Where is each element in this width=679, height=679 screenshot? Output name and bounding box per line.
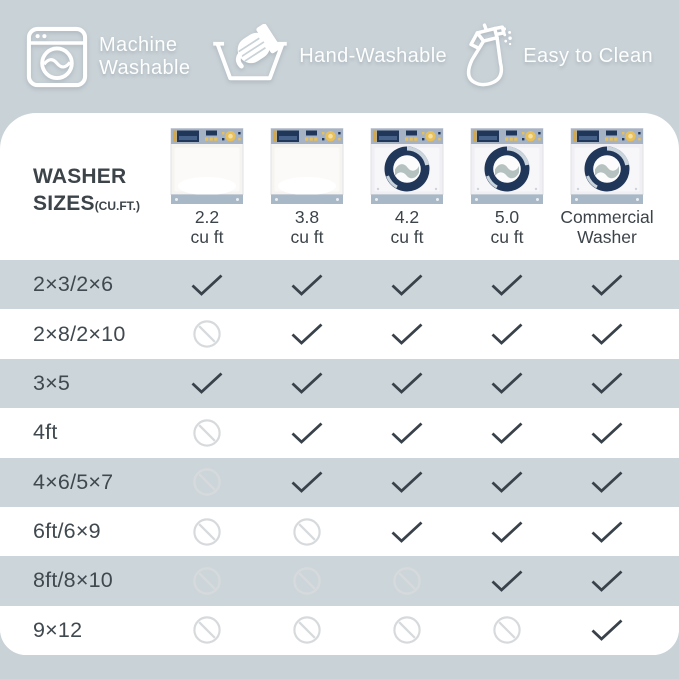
table-row-4ft: 4ft — [0, 408, 679, 458]
prohibited-icon — [457, 615, 557, 645]
washer-size-value: 4.2 — [394, 207, 420, 227]
check-icon — [457, 371, 557, 395]
washer-column-5-0-cu-ft: 5.0 cu ft — [457, 113, 557, 260]
rug-size-label: 4ft — [33, 420, 58, 445]
legend-label: Machine Washable — [99, 33, 191, 79]
rug-size-label: 8ft/8×10 — [33, 568, 113, 593]
prohibited-icon — [257, 566, 357, 596]
top-loader-washer-illustration — [270, 127, 344, 205]
washer-size-value: Commercial — [560, 207, 654, 227]
check-icon — [457, 322, 557, 346]
top-loader-washer-illustration — [170, 127, 244, 205]
front-loader-washer-illustration — [370, 127, 444, 205]
rug-size-label: 4×6/5×7 — [33, 469, 114, 494]
washer-size-value: 2.2 — [194, 207, 220, 227]
check-icon — [557, 273, 657, 297]
washer-size-label: 4.2 cu ft — [390, 207, 423, 247]
check-icon — [357, 322, 457, 346]
washer-size-unit: cu ft — [490, 227, 524, 248]
rug-size-label: 6ft/6×9 — [33, 519, 101, 544]
washer-column-4-2-cu-ft: 4.2 cu ft — [357, 113, 457, 260]
check-icon — [157, 273, 257, 297]
washer-column-3-8-cu-ft: 3.8 cu ft — [257, 113, 357, 260]
check-icon — [457, 569, 557, 593]
washer-size-value: 3.8 — [294, 207, 320, 227]
legend: Machine Washable Hand-Washable Easy to Cle… — [0, 0, 679, 113]
prohibited-icon — [157, 615, 257, 645]
check-icon — [557, 322, 657, 346]
check-icon — [357, 371, 457, 395]
check-icon — [557, 618, 657, 642]
washer-size-unit: cu ft — [190, 227, 224, 248]
check-icon — [557, 470, 657, 494]
front-loader-washer-illustration — [470, 127, 544, 205]
prohibited-icon — [157, 319, 257, 349]
check-icon — [357, 520, 457, 544]
prohibited-icon — [157, 566, 257, 596]
prohibited-icon — [157, 517, 257, 547]
spray-bottle-icon — [458, 22, 513, 92]
table-row-8ft-8-10: 8ft/8×10 — [0, 556, 679, 606]
prohibited-icon — [257, 615, 357, 645]
table-row-2-3-2-6: 2×3/2×6 — [0, 260, 679, 310]
legend-label: Hand-Washable — [299, 45, 448, 68]
legend-label: Easy to Clean — [523, 45, 653, 68]
check-icon — [457, 470, 557, 494]
legend-item-easy-to-clean: Easy to Clean — [458, 22, 653, 92]
check-icon — [257, 470, 357, 494]
check-icon — [257, 273, 357, 297]
washer-column-commercial-washer: Commercial Washer — [557, 113, 657, 260]
rug-size-label: 3×5 — [33, 370, 71, 395]
check-icon — [557, 421, 657, 445]
washer-size-label: 5.0 cu ft — [490, 207, 523, 247]
prohibited-icon — [357, 615, 457, 645]
check-icon — [457, 520, 557, 544]
check-icon — [257, 371, 357, 395]
table-row-6ft-6-9: 6ft/6×9 — [0, 506, 679, 557]
washer-size-label: Commercial Washer — [560, 207, 653, 247]
front-loader-washer-illustration — [570, 127, 644, 205]
table-title: WASHER SIZES(CU.FT.) — [0, 113, 157, 260]
prohibited-icon — [157, 418, 257, 448]
prohibited-icon — [257, 517, 357, 547]
table-title-line1: WASHER — [33, 165, 127, 188]
prohibited-icon — [157, 467, 257, 497]
table-title-unit: (CU.FT.) — [94, 199, 141, 214]
washer-size-unit: Washer — [577, 227, 637, 248]
table-rows: 2×3/2×6 2×8/2×10 3×5 4ft 4×6/5×7 6ft/6×9 8ft/8… — [0, 260, 679, 655]
check-icon — [557, 569, 657, 593]
check-icon — [357, 273, 457, 297]
table-row-4-6-5-7: 4×6/5×7 — [0, 457, 679, 507]
check-icon — [157, 371, 257, 395]
check-icon — [257, 421, 357, 445]
check-icon — [557, 520, 657, 544]
check-icon — [557, 371, 657, 395]
rug-size-label: 2×3/2×6 — [33, 272, 114, 297]
check-icon — [257, 322, 357, 346]
table-title-line2: SIZES — [33, 192, 95, 216]
rug-size-label: 9×12 — [33, 617, 83, 642]
legend-item-machine-washable: Machine Washable — [26, 26, 201, 88]
check-icon — [357, 470, 457, 494]
washer-size-value: 5.0 — [494, 207, 520, 227]
table-row-2-8-2-10: 2×8/2×10 — [0, 309, 679, 359]
comparison-table-card: WASHER SIZES(CU.FT.) 2.2 cu ft 3.8 cu ft 4.2… — [0, 113, 679, 655]
washer-size-unit: cu ft — [290, 227, 324, 248]
rug-size-label: 2×8/2×10 — [33, 321, 126, 346]
washer-column-2-2-cu-ft: 2.2 cu ft — [157, 113, 257, 260]
table-row-9-12: 9×12 — [0, 605, 679, 655]
washing-machine-icon — [26, 26, 88, 88]
table-header: WASHER SIZES(CU.FT.) 2.2 cu ft 3.8 cu ft 4.2… — [0, 113, 679, 260]
washer-size-unit: cu ft — [390, 227, 424, 248]
legend-item-hand-washable: Hand-Washable — [212, 23, 448, 90]
washer-size-label: 2.2 cu ft — [190, 207, 223, 247]
washer-size-label: 3.8 cu ft — [290, 207, 323, 247]
prohibited-icon — [357, 566, 457, 596]
hand-wash-icon — [212, 23, 288, 90]
check-icon — [357, 421, 457, 445]
check-icon — [457, 273, 557, 297]
check-icon — [457, 421, 557, 445]
table-row-3-5: 3×5 — [0, 358, 679, 409]
